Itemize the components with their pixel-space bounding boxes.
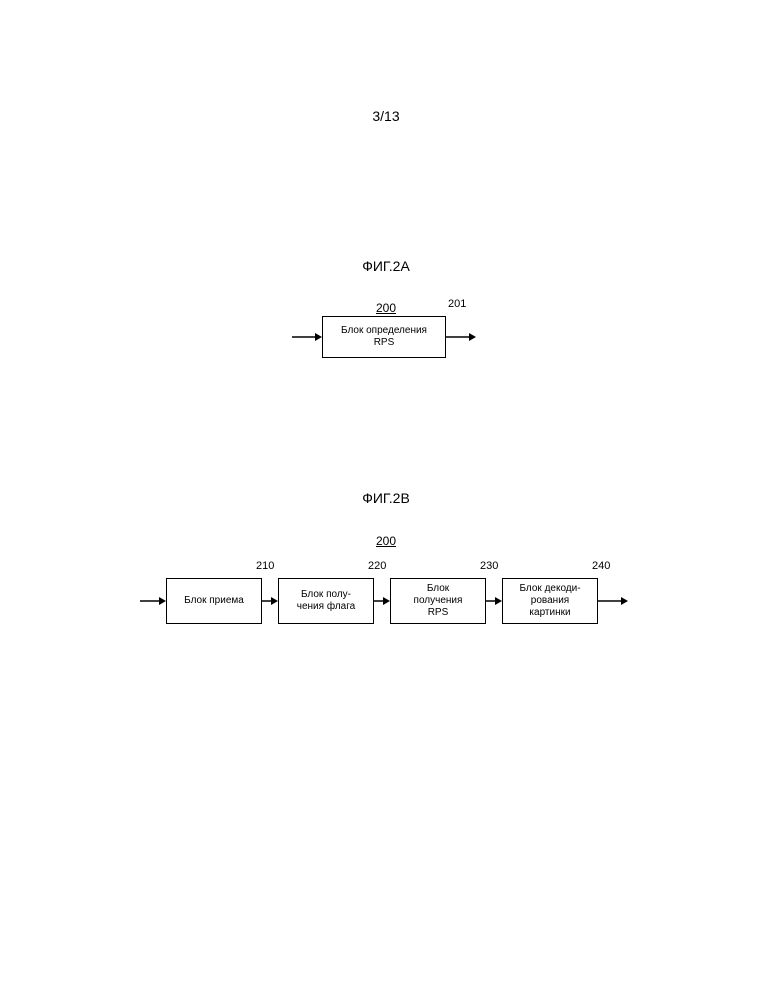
arrows-b [0, 578, 772, 648]
callout-230: 230 [480, 560, 498, 572]
block-rps-determination: Блок определенияRPS [322, 316, 446, 358]
fig-b-title: ФИГ.2B [0, 490, 772, 506]
fig-a-ref: 200 [0, 301, 772, 315]
page-number: 3/13 [0, 108, 772, 124]
callout-240: 240 [592, 560, 610, 572]
block-220: Блок полу-чения флага [278, 578, 374, 624]
block-240: Блок декоди-рованиякартинки [502, 578, 598, 624]
fig-b-ref: 200 [0, 534, 772, 548]
block-230: БлокполученияRPS [390, 578, 486, 624]
callout-210: 210 [256, 560, 274, 572]
callout-220: 220 [368, 560, 386, 572]
diagram-b: Блок приема210Блок полу-чения флага220Бл… [0, 578, 772, 648]
callout-201: 201 [448, 298, 466, 310]
block-210: Блок приема [166, 578, 262, 624]
fig-a-title: ФИГ.2A [0, 258, 772, 274]
diagram-a: Блок определенияRPS 201 [0, 316, 772, 376]
